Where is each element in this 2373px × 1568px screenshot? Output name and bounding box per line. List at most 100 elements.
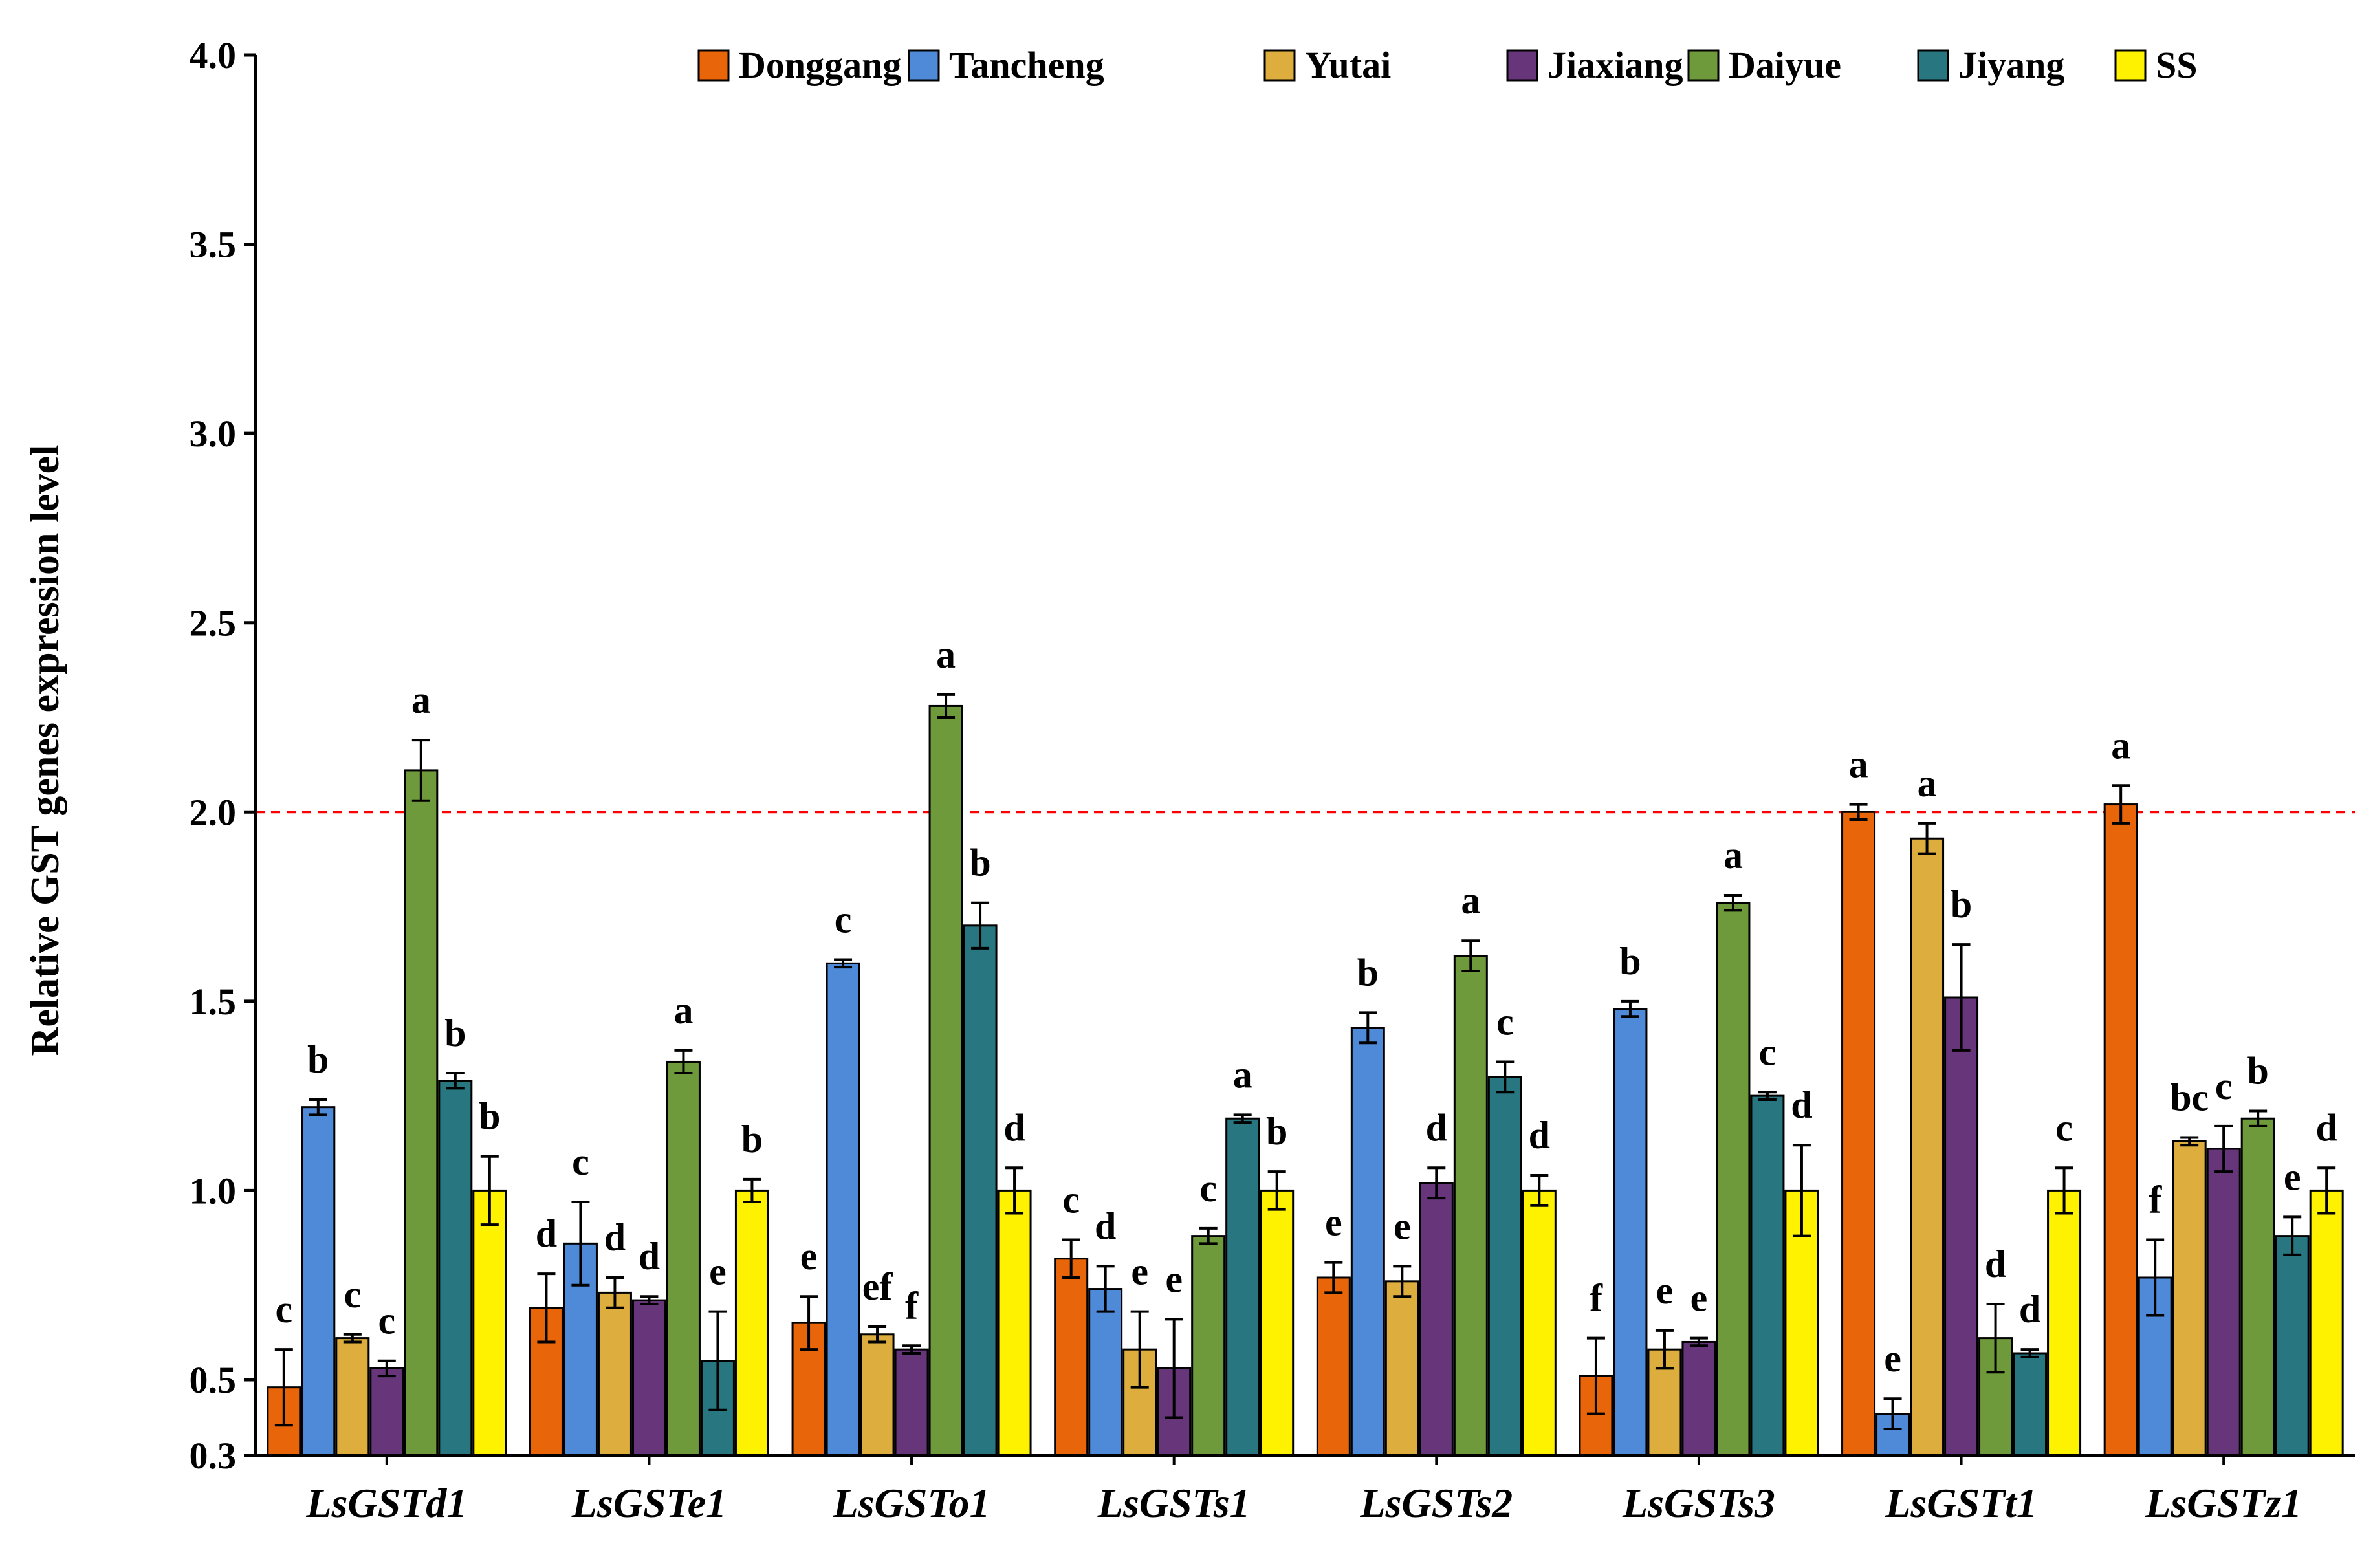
significance-label: a xyxy=(936,633,956,676)
y-tick-label: 3.5 xyxy=(190,224,237,266)
bar-jiyang-lsgstz1 xyxy=(2275,1235,2310,1457)
bar-yutai-lsgstt1 xyxy=(1910,837,1945,1457)
legend-swatch-tancheng xyxy=(908,49,940,82)
bar-jiaxiang-lsgstd1 xyxy=(369,1367,404,1457)
significance-label: c xyxy=(1199,1167,1217,1210)
significance-label: d xyxy=(1095,1204,1116,1247)
significance-label: e xyxy=(1656,1269,1674,1312)
axes-layer: LsGSTd1 LsGSTe1 LsGSTo1 LsGSTs1 LsGSTs2 LsGST… xyxy=(190,34,2355,1526)
bar-ss-lsgste1 xyxy=(734,1189,769,1457)
bar-daiyue-lsgsts1 xyxy=(1191,1235,1226,1457)
bar-daiyue-lsgsts2 xyxy=(1453,955,1488,1457)
legend-label-tancheng: Tancheng xyxy=(949,44,1104,86)
y-tick-label: 1.5 xyxy=(190,981,237,1023)
significance-label: a xyxy=(1461,879,1480,922)
bar-jiaxiang-lsgsts2 xyxy=(1419,1182,1454,1457)
bar-daiyue-lsgstd1 xyxy=(404,769,439,1457)
bar-tancheng-lsgsts1 xyxy=(1088,1288,1123,1457)
bar-ss-lsgstt1 xyxy=(2047,1189,2082,1457)
significance-label: c xyxy=(1062,1178,1080,1221)
bar-donggang-lsgstt1 xyxy=(1841,811,1876,1457)
significance-label: c xyxy=(275,1288,292,1331)
significance-label: f xyxy=(905,1284,919,1327)
x-tick-label: LsGSTd1 xyxy=(305,1480,467,1526)
significance-label: d xyxy=(1529,1114,1550,1157)
bar-tancheng-lsgstd1 xyxy=(301,1106,336,1457)
significance-label: a xyxy=(1723,834,1743,877)
bar-jiaxiang-lsgste1 xyxy=(631,1299,666,1457)
bar-ss-lsgsts1 xyxy=(1260,1189,1295,1457)
bar-jiaxiang-lsgstz1 xyxy=(2206,1148,2241,1457)
legend-label-jiyang: Jiyang xyxy=(1958,44,2064,86)
bar-jiyang-lsgsts3 xyxy=(1750,1094,1785,1457)
bar-tancheng-lsgsts2 xyxy=(1350,1027,1385,1457)
significance-label: d xyxy=(639,1235,660,1278)
y-tick-label: 2.5 xyxy=(190,602,237,644)
bar-yutai-lsgstd1 xyxy=(335,1337,370,1457)
bar-jiaxiang-lsgsts3 xyxy=(1681,1340,1716,1457)
significance-label: d xyxy=(1791,1083,1812,1126)
significance-label: f xyxy=(1590,1277,1603,1320)
significance-label: e xyxy=(1165,1258,1183,1300)
bar-donggang-lsgsts2 xyxy=(1316,1276,1351,1457)
significance-label: b xyxy=(1266,1110,1287,1153)
bar-jiyang-lsgstt1 xyxy=(2013,1352,2048,1457)
bar-ss-lsgstd1 xyxy=(472,1189,507,1457)
significance-label: e xyxy=(709,1250,727,1293)
significance-label: a xyxy=(1849,743,1868,786)
bar-jiyang-lsgstd1 xyxy=(438,1080,473,1457)
significance-label: d xyxy=(2316,1106,2337,1149)
legend-swatch-jiaxiang xyxy=(1506,49,1538,82)
significance-label: c xyxy=(344,1273,361,1316)
legend-swatch-daiyue xyxy=(1687,49,1720,82)
significance-label: b xyxy=(307,1038,329,1081)
significance-label: c xyxy=(1759,1030,1777,1073)
significance-label: e xyxy=(800,1235,818,1278)
bar-daiyue-lsgstz1 xyxy=(2240,1117,2275,1457)
bar-yutai-lsgstz1 xyxy=(2172,1140,2207,1457)
significance-label: c xyxy=(572,1140,589,1183)
significance-label: a xyxy=(1918,762,1937,805)
significance-label: b xyxy=(479,1095,500,1138)
significance-label: b xyxy=(741,1118,763,1160)
x-tick-label: LsGSTo1 xyxy=(833,1480,990,1526)
significance-label: c xyxy=(2215,1065,2233,1107)
significance-label: d xyxy=(604,1216,626,1259)
significance-label: a xyxy=(2111,724,2130,767)
significance-label: d xyxy=(1003,1106,1025,1149)
bar-ss-lsgsto1 xyxy=(997,1189,1032,1457)
significance-label: d xyxy=(1426,1106,1447,1149)
significance-label: c xyxy=(378,1300,395,1342)
bar-jiyang-lsgsto1 xyxy=(963,924,998,1457)
significance-label: d xyxy=(536,1212,557,1255)
bar-daiyue-lsgste1 xyxy=(666,1060,701,1457)
significance-label: e xyxy=(1394,1204,1411,1247)
significance-label: e xyxy=(1884,1337,1901,1380)
bar-jiaxiang-lsgsto1 xyxy=(894,1348,929,1457)
x-tick-label: LsGSTt1 xyxy=(1885,1480,2037,1526)
bar-jiyang-lsgsts2 xyxy=(1487,1076,1522,1457)
significance-label: b xyxy=(2247,1050,2269,1093)
bar-tancheng-lsgsto1 xyxy=(826,962,860,1457)
significance-label: d xyxy=(1985,1243,2006,1285)
x-tick-label: LsGSTs2 xyxy=(1359,1480,1513,1526)
bar-jiaxiang-lsgstt1 xyxy=(1944,996,1979,1457)
bar-daiyue-lsgsts3 xyxy=(1716,902,1751,1457)
y-axis-title: Relative GST genes expression level xyxy=(23,445,67,1056)
significance-label: b xyxy=(444,1012,466,1054)
y-tick-label: 0.3 xyxy=(190,1435,237,1477)
significance-label: c xyxy=(1496,1000,1514,1043)
legend-swatch-ss xyxy=(2114,49,2147,82)
legend-swatch-yutai xyxy=(1263,49,1296,82)
legend-swatch-donggang xyxy=(697,49,730,82)
y-tick-label: 0.5 xyxy=(190,1359,237,1401)
x-tick-label: LsGSTe1 xyxy=(571,1480,727,1526)
bar-jiyang-lsgsts1 xyxy=(1225,1117,1260,1457)
significance-label: e xyxy=(2284,1155,2301,1198)
significance-label: e xyxy=(1325,1201,1342,1244)
bar-yutai-lsgste1 xyxy=(597,1291,632,1457)
x-tick-label: LsGSTs3 xyxy=(1622,1480,1775,1526)
significance-label: a xyxy=(673,989,693,1032)
